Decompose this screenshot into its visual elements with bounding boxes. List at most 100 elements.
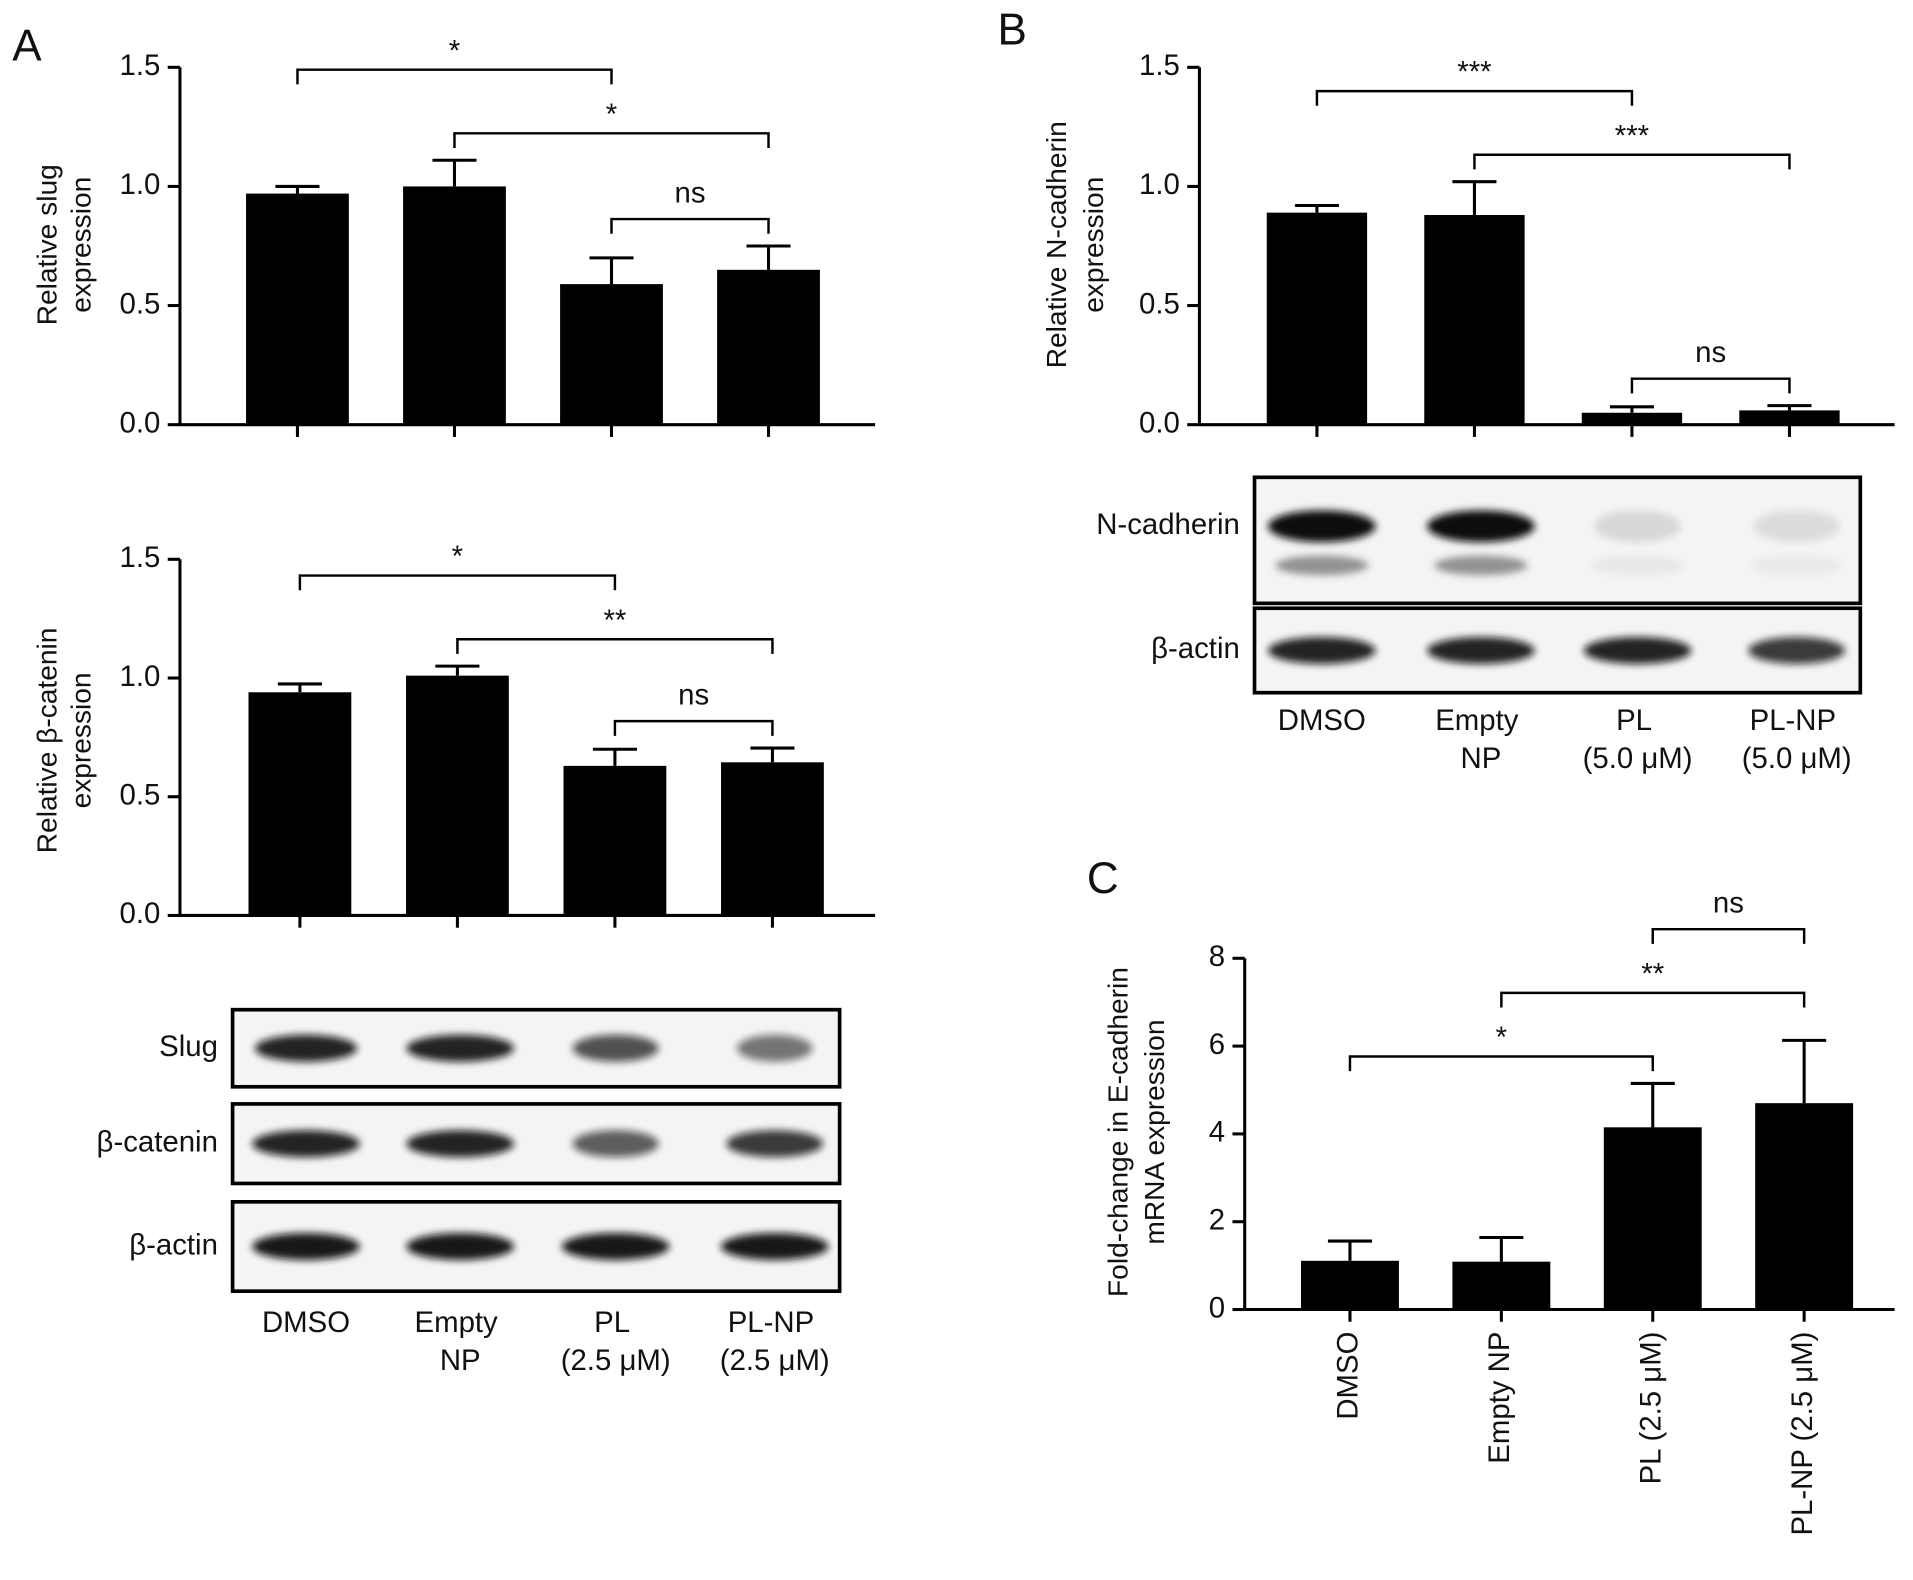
x-tick-label: Empty NP [1483, 1332, 1516, 1464]
significance-label: ** [603, 604, 626, 637]
y-tick-label: 1.0 [120, 660, 161, 693]
significance-bracket [613, 719, 774, 736]
blot-band [252, 1233, 360, 1260]
significance-bracket [296, 68, 613, 85]
y-tick-label: 0 [1209, 1291, 1225, 1324]
blot-lane-label: Empty NP [1435, 704, 1526, 775]
significance-label: * [606, 98, 617, 131]
x-tick-label: PL (2.5 μM) [1635, 1332, 1668, 1485]
x-tick-label: PL-NP (2.5 μM) [1786, 1332, 1819, 1536]
panel-label: A [12, 22, 42, 71]
significance-label: ** [1641, 957, 1664, 990]
y-axis-label: mRNA expression [1139, 1020, 1170, 1245]
y-tick-label: 4 [1209, 1116, 1225, 1149]
blot-band [726, 1130, 824, 1158]
significance-bracket [1348, 1055, 1654, 1072]
bar [406, 675, 509, 916]
bar [560, 284, 663, 425]
blot-band [561, 1233, 670, 1260]
bar [721, 762, 824, 916]
error-bar [435, 664, 480, 676]
y-axis-label: expression [66, 177, 97, 313]
blot-band [720, 1233, 829, 1260]
y-tick-label: 1.0 [120, 168, 161, 201]
significance-bracket [1315, 89, 1634, 106]
bar [246, 193, 349, 425]
blot-lane-label: PL-NP (2.5 μM) [720, 1306, 830, 1377]
error-bar [1452, 180, 1497, 216]
significance-label: * [1496, 1021, 1507, 1054]
blot-band [1748, 637, 1846, 664]
blot-band [406, 1034, 515, 1062]
bar [1603, 1127, 1702, 1310]
error-bar [1479, 1235, 1524, 1262]
error-bar [1767, 404, 1812, 411]
y-tick-label: 0.5 [120, 778, 161, 811]
blot-band [406, 1130, 515, 1158]
error-bar [432, 158, 477, 187]
bar [1581, 412, 1683, 425]
significance-bracket [1473, 153, 1791, 170]
bar [1266, 212, 1368, 425]
blot-band [737, 1034, 813, 1062]
blot-row-label: Slug [159, 1030, 218, 1063]
significance-bracket [1630, 377, 1791, 394]
significance-label: *** [1457, 56, 1491, 89]
error-bar [750, 746, 795, 763]
blot-band [1267, 510, 1376, 543]
error-bar [277, 682, 322, 693]
bar [717, 269, 820, 425]
blot-band [1275, 555, 1369, 576]
bar [1424, 215, 1525, 425]
blot-lane-label: PL (2.5 μM) [561, 1306, 671, 1377]
y-tick-label: 1.0 [1139, 168, 1180, 201]
blot-row-label: β-actin [1151, 632, 1240, 665]
blot-band [254, 1034, 358, 1062]
error-bar [275, 184, 320, 194]
blot-row-label: N-cadherin [1096, 508, 1240, 541]
blot-band [406, 1233, 515, 1260]
error-bar [1294, 203, 1339, 213]
blot-lane-label: DMSO [1278, 704, 1366, 737]
significance-label: *** [1615, 119, 1649, 152]
blot-band [572, 1034, 659, 1062]
y-axis-label: Relative β-catenin [31, 628, 62, 854]
y-tick-label: 1.5 [1139, 49, 1180, 82]
bar [563, 765, 667, 916]
bar [403, 186, 506, 425]
y-axis-label: expression [1078, 177, 1109, 313]
bar [1755, 1103, 1854, 1310]
error-bar [592, 747, 637, 766]
y-tick-label: 0.0 [120, 897, 161, 930]
y-axis-label: expression [66, 672, 97, 808]
blot-panel [1252, 475, 1863, 606]
blot-lane-label: Empty NP [415, 1306, 506, 1377]
y-tick-label: 2 [1209, 1203, 1225, 1236]
significance-label: ns [674, 176, 705, 209]
panel-label: B [997, 6, 1026, 55]
significance-label: ns [678, 678, 709, 711]
blot-lane-label: PL (5.0 μM) [1583, 704, 1693, 775]
bar [248, 692, 352, 916]
blot-band [1750, 555, 1844, 576]
blot-band [1583, 637, 1692, 664]
bar [1739, 410, 1840, 425]
error-bar [589, 256, 634, 285]
blot-band [1594, 510, 1681, 543]
y-axis-label: Fold-change in E-cadherin [1102, 967, 1133, 1297]
x-tick-label: DMSO [1332, 1332, 1365, 1420]
error-bar [1327, 1239, 1372, 1261]
blot-row-label: β-actin [129, 1228, 218, 1261]
y-tick-label: 6 [1209, 1028, 1225, 1061]
blot-band [572, 1130, 659, 1158]
significance-bracket [610, 217, 770, 234]
y-axis-label: Relative slug [31, 164, 62, 325]
significance-bracket [298, 574, 617, 591]
y-tick-label: 1.5 [120, 49, 161, 82]
blot-band [1434, 555, 1528, 576]
bar [1301, 1260, 1399, 1310]
y-axis-label: Relative N-cadherin [1041, 121, 1072, 368]
blot-band [1427, 510, 1535, 543]
y-tick-label: 0.0 [120, 406, 161, 439]
error-bar [1609, 405, 1654, 413]
